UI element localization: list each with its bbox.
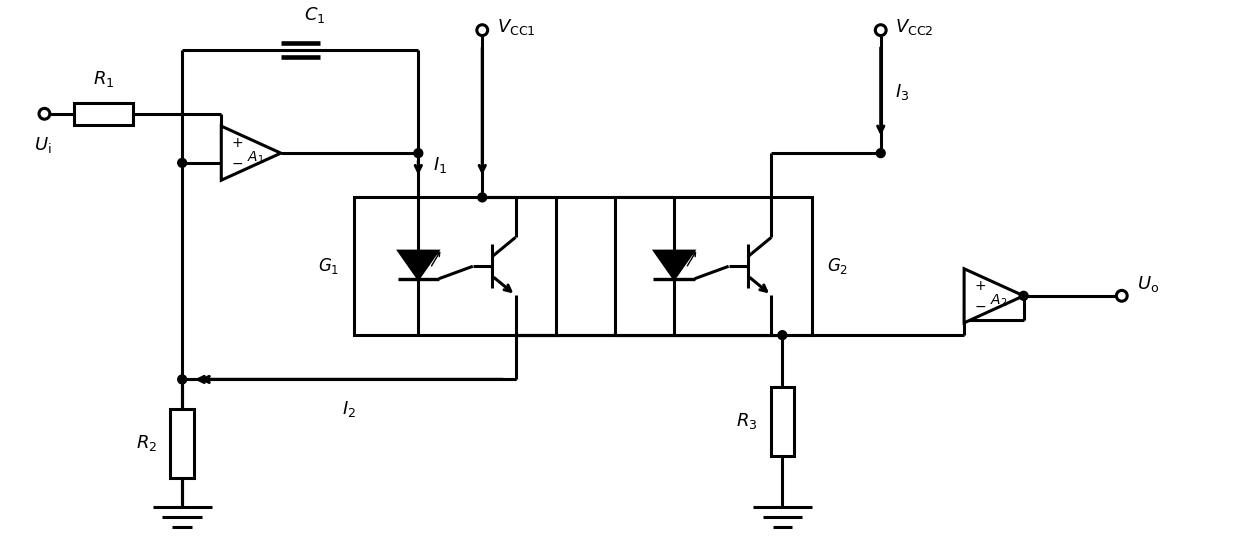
- Circle shape: [1019, 291, 1028, 300]
- Circle shape: [1117, 291, 1126, 300]
- Text: $G_1$: $G_1$: [319, 256, 340, 276]
- Text: $U_{\rm o}$: $U_{\rm o}$: [1137, 274, 1159, 294]
- Text: $I_3$: $I_3$: [895, 82, 910, 102]
- Text: $A_2$: $A_2$: [990, 293, 1008, 309]
- Text: $I_2$: $I_2$: [342, 399, 356, 419]
- Text: $R_1$: $R_1$: [93, 69, 114, 89]
- Circle shape: [177, 159, 186, 168]
- Circle shape: [414, 149, 423, 158]
- Polygon shape: [399, 251, 438, 279]
- Text: $V_{\rm CC2}$: $V_{\rm CC2}$: [895, 17, 934, 37]
- Bar: [170, 409, 193, 478]
- Circle shape: [477, 25, 487, 35]
- Text: $C_1$: $C_1$: [304, 5, 326, 25]
- Text: $+$: $+$: [973, 279, 986, 293]
- Text: $V_{\rm CC1}$: $V_{\rm CC1}$: [497, 17, 536, 37]
- Polygon shape: [221, 126, 280, 180]
- Circle shape: [777, 331, 786, 340]
- Circle shape: [877, 25, 885, 35]
- Bar: [615, 197, 812, 335]
- Polygon shape: [655, 251, 693, 279]
- Text: $A_1$: $A_1$: [247, 150, 264, 166]
- Bar: [355, 197, 556, 335]
- Text: $R_3$: $R_3$: [737, 411, 758, 431]
- Bar: [770, 387, 794, 456]
- Polygon shape: [965, 269, 1024, 323]
- Text: $G_2$: $G_2$: [827, 256, 848, 276]
- Circle shape: [477, 193, 486, 202]
- Circle shape: [177, 375, 186, 384]
- Circle shape: [40, 109, 50, 118]
- Text: $+$: $+$: [231, 137, 243, 150]
- Bar: [74, 103, 133, 124]
- Text: $I_1$: $I_1$: [433, 155, 448, 175]
- Text: $-$: $-$: [231, 156, 243, 170]
- Text: $U_{\rm i}$: $U_{\rm i}$: [33, 135, 51, 155]
- Circle shape: [877, 149, 885, 158]
- Text: $-$: $-$: [973, 299, 986, 312]
- Text: $R_2$: $R_2$: [136, 434, 157, 453]
